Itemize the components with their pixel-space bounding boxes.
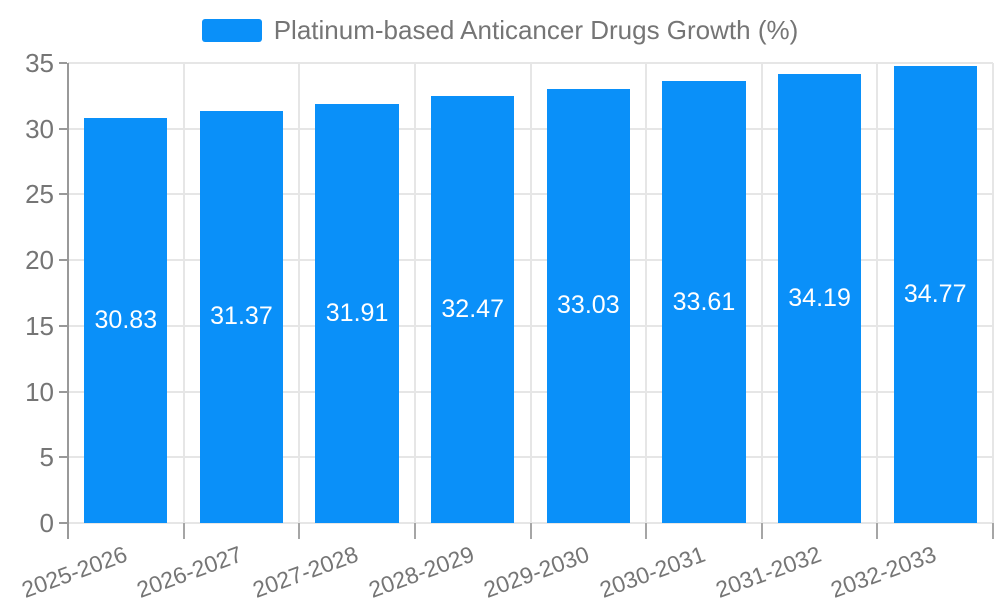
y-axis-line: [67, 63, 69, 539]
y-axis-tick: [59, 324, 67, 327]
bar-2027-2028[interactable]: 31.91: [315, 103, 399, 523]
bar-slot: 30.83: [68, 63, 184, 523]
bar-value-label: 33.61: [672, 287, 736, 316]
x-axis-tick: [760, 523, 763, 539]
x-axis-tick: [645, 523, 648, 539]
x-axis-tick: [876, 523, 879, 539]
y-tick-label: 25: [25, 179, 54, 210]
bar-slot: 34.77: [877, 63, 993, 523]
bar-value-label: 31.91: [325, 298, 389, 327]
y-axis-labels: 35 30 25 20 15 10 5 0: [0, 50, 54, 536]
bar-2030-2031[interactable]: 33.61: [662, 81, 746, 523]
plot-area: 30.83 31.37 31.91 32.47 33.03: [59, 62, 994, 539]
bar-2029-2030[interactable]: 33.03: [546, 88, 630, 523]
gridline-vertical: [992, 63, 994, 523]
bar-slot: 34.19: [762, 63, 878, 523]
gridline-vertical: [645, 63, 648, 523]
bar-value-label: 34.19: [788, 283, 851, 312]
y-tick-label: 30: [25, 113, 54, 144]
x-tick-label: 2025-2026: [18, 540, 131, 600]
gridline-vertical: [529, 63, 532, 523]
bar-value-label: 33.03: [557, 291, 620, 320]
x-axis-tick: [992, 523, 994, 539]
bar-series: 30.83 31.37 31.91 32.47 33.03: [68, 63, 993, 523]
x-label-slot: 2032-2033: [827, 523, 993, 600]
y-tick-label: 5: [39, 442, 54, 473]
bar-2032-2033[interactable]: 34.77: [893, 66, 977, 523]
legend-item[interactable]: Platinum-based Anticancer Drugs Growth (…: [0, 12, 1000, 48]
bar-slot: 32.47: [415, 63, 531, 523]
y-axis-tick: [59, 390, 67, 393]
gridline-vertical: [413, 63, 416, 523]
x-axis-labels: 2025-2026 2026-2027 2027-2028 2028-2029 …: [18, 523, 993, 600]
bar-slot: 33.61: [646, 63, 762, 523]
y-tick-label: 35: [25, 48, 54, 78]
bar-slot: 33.03: [531, 63, 647, 523]
y-axis-tick: [59, 522, 67, 524]
y-tick-label: 10: [25, 376, 54, 407]
bar-2026-2027[interactable]: 31.37: [199, 110, 284, 523]
bar-2031-2032[interactable]: 34.19: [777, 73, 862, 523]
x-axis-tick: [182, 523, 185, 539]
bar-slot: 31.37: [184, 63, 300, 523]
y-axis-tick: [59, 259, 67, 262]
bar-2025-2026[interactable]: 30.83: [84, 117, 168, 523]
legend-swatch: [201, 18, 262, 42]
gridline-vertical: [298, 63, 301, 523]
bar-value-label: 30.83: [94, 305, 158, 334]
bar-value-label: 34.77: [903, 280, 967, 309]
x-axis-tick: [413, 523, 416, 539]
gridline-vertical: [760, 63, 763, 523]
gridline-vertical: [182, 63, 185, 523]
y-axis-tick: [59, 62, 67, 64]
y-tick-label: 0: [39, 508, 54, 538]
gridline-vertical: [876, 63, 879, 523]
bar-slot: 31.91: [299, 63, 415, 523]
y-axis-tick: [59, 193, 67, 196]
bar-2028-2029[interactable]: 32.47: [431, 96, 515, 523]
legend-label: Platinum-based Anticancer Drugs Growth (…: [273, 14, 799, 45]
y-tick-label: 20: [25, 245, 54, 276]
bar-value-label: 31.37: [210, 302, 273, 331]
y-tick-label: 15: [25, 310, 54, 341]
y-axis-tick: [59, 127, 67, 130]
y-axis-tick: [59, 456, 67, 459]
bar-value-label: 32.47: [441, 295, 504, 324]
x-axis-tick: [529, 523, 532, 539]
x-axis-tick: [298, 523, 301, 539]
